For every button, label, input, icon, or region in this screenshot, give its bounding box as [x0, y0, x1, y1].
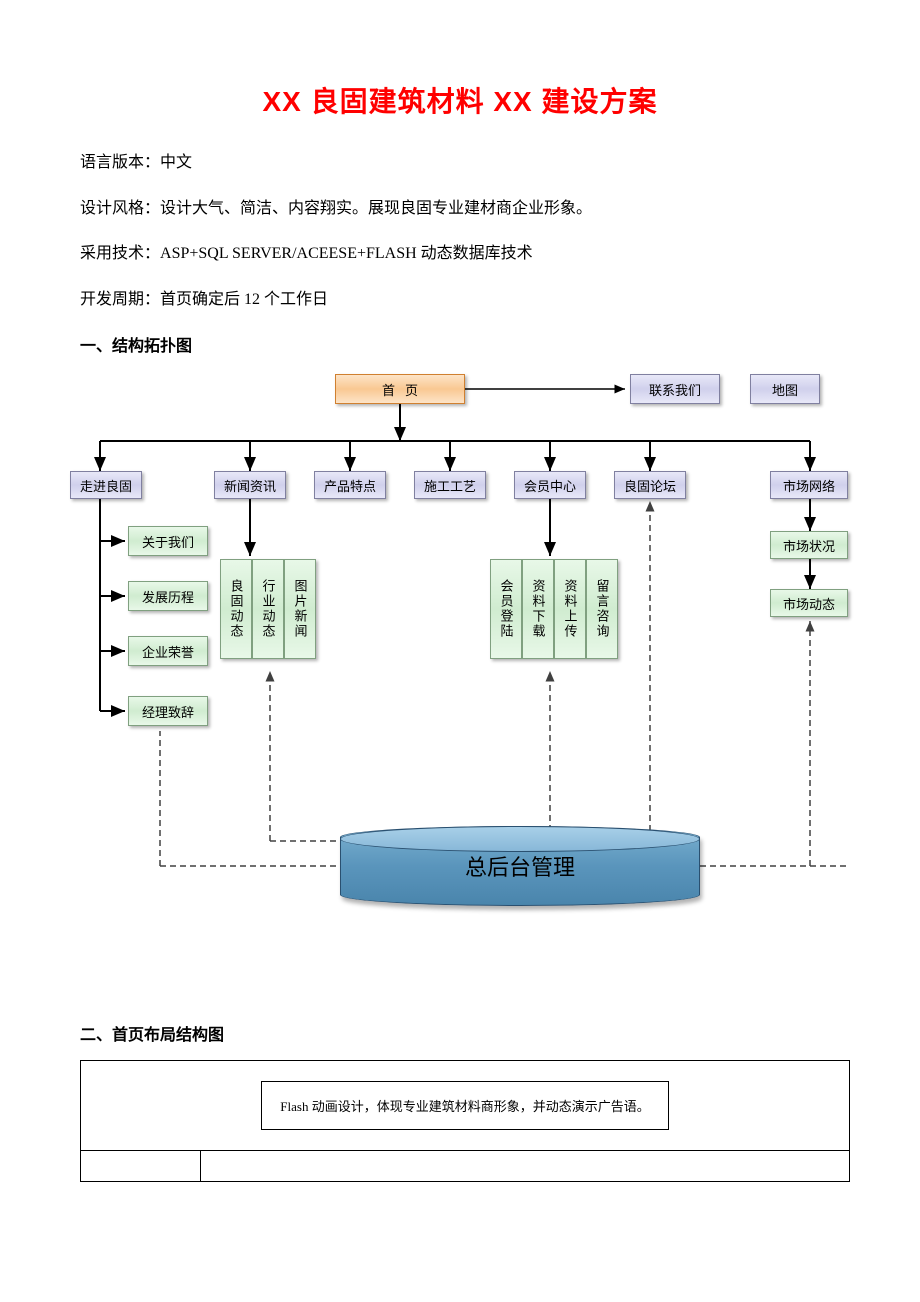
node-backend: 总后台管理 [340, 826, 700, 906]
member-sub-3: 留言咨询 [586, 559, 618, 659]
member-sub-0: 会员登陆 [490, 559, 522, 659]
layout-bottom-left [81, 1151, 201, 1181]
layout-flash-text: Flash 动画设计，体现专业建筑材料商形象，并动态演示广告语。 [261, 1081, 668, 1130]
section1-title: 一、结构拓扑图 [80, 332, 840, 356]
value: 中文 [160, 154, 192, 171]
value: 首页确定后 12 个工作日 [160, 291, 328, 308]
label: 语言版本： [80, 154, 160, 171]
value: ASP+SQL SERVER/ACEESE+FLASH 动态数据库技术 [160, 245, 533, 262]
layout-bottom-row [81, 1151, 849, 1181]
node-about-2: 企业荣誉 [128, 636, 208, 666]
node-map: 地图 [750, 374, 820, 404]
news-sub-group: 良固动态 行业动态 图片新闻 [220, 559, 316, 659]
news-sub-2: 图片新闻 [284, 559, 316, 659]
info-style: 设计风格：设计大气、简洁、内容翔实。展现良固专业建材商企业形象。 [80, 196, 840, 222]
member-sub-group: 会员登陆 资料下载 资料上传 留言咨询 [490, 559, 618, 659]
news-sub-0: 良固动态 [220, 559, 252, 659]
label: 设计风格： [80, 200, 160, 217]
info-tech: 采用技术：ASP+SQL SERVER/ACEESE+FLASH 动态数据库技术 [80, 241, 840, 267]
node-about-3: 经理致辞 [128, 696, 208, 726]
layout-structure-box: Flash 动画设计，体现专业建筑材料商形象，并动态演示广告语。 [80, 1060, 850, 1182]
section2-title: 二、首页布局结构图 [80, 1021, 840, 1045]
node-row2-5: 良固论坛 [614, 471, 686, 499]
node-row2-0: 走进良固 [70, 471, 142, 499]
node-row2-2: 产品特点 [314, 471, 386, 499]
node-contact: 联系我们 [630, 374, 720, 404]
member-sub-1: 资料下载 [522, 559, 554, 659]
topology-diagram: 首页 联系我们 地图 走进良固 新闻资讯 产品特点 施工工艺 会员中心 良固论坛… [70, 371, 850, 961]
node-row2-3: 施工工艺 [414, 471, 486, 499]
node-market-0: 市场状况 [770, 531, 848, 559]
info-language: 语言版本：中文 [80, 150, 840, 176]
label: 开发周期： [80, 291, 160, 308]
node-market-1: 市场动态 [770, 589, 848, 617]
node-row2-1: 新闻资讯 [214, 471, 286, 499]
news-sub-1: 行业动态 [252, 559, 284, 659]
node-about-0: 关于我们 [128, 526, 208, 556]
layout-flash-row: Flash 动画设计，体现专业建筑材料商形象，并动态演示广告语。 [81, 1061, 849, 1151]
document-title: XX 良固建筑材料 XX 建设方案 [80, 80, 840, 120]
node-about-1: 发展历程 [128, 581, 208, 611]
label: 采用技术： [80, 245, 160, 262]
value: 设计大气、简洁、内容翔实。展现良固专业建材商企业形象。 [160, 200, 592, 217]
node-row2-6: 市场网络 [770, 471, 848, 499]
node-row2-4: 会员中心 [514, 471, 586, 499]
member-sub-2: 资料上传 [554, 559, 586, 659]
info-period: 开发周期：首页确定后 12 个工作日 [80, 287, 840, 313]
backend-label: 总后台管理 [465, 850, 575, 882]
node-home: 首页 [335, 374, 465, 404]
